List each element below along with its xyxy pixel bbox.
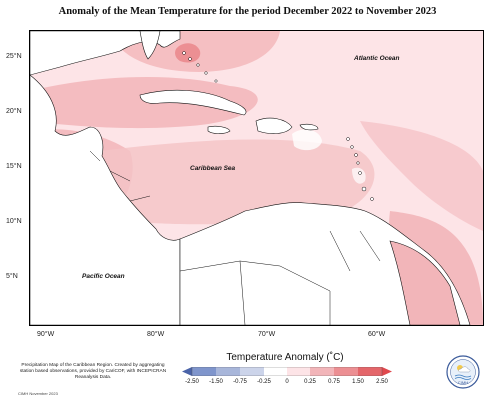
legend-color-bar <box>182 367 392 376</box>
legend-tick: -0.75 <box>233 379 247 385</box>
land-mexico-central <box>30 74 181 325</box>
map-canvas <box>30 31 483 325</box>
caribbean-sea-label: Caribbean Sea <box>190 165 236 172</box>
legend-tick: 1.50 <box>352 379 364 385</box>
legend-swatch-1 <box>192 367 216 376</box>
legend-swatch-5 <box>287 367 310 376</box>
legend-tick: -1.50 <box>209 379 223 385</box>
anomaly-zone-gulf <box>30 76 258 129</box>
legend-swatch-6 <box>310 367 334 376</box>
legend-swatch-7 <box>334 367 358 376</box>
lon-label-90w: 90°W <box>37 331 55 338</box>
anomaly-zone-bahamas-hot <box>175 43 201 63</box>
legend-swatch-2 <box>216 367 240 376</box>
anomaly-zone-east <box>360 121 483 231</box>
lat-label-10n: 10°N <box>6 218 22 225</box>
legend-tick: -0.25 <box>257 379 271 385</box>
legend-tick: 2.50 <box>376 379 388 385</box>
land-hispaniola <box>255 117 293 134</box>
legend-tick: -2.50 <box>185 379 199 385</box>
land-florida <box>139 31 161 60</box>
lon-label-60w: 60°W <box>368 331 386 338</box>
anomaly-zone-neutral-antilles <box>352 167 366 184</box>
legend-tick-labels: -2.50 -1.50 -0.75 -0.25 0 0.25 0.75 1.50… <box>182 379 392 389</box>
legend-swatch-4 <box>264 367 287 376</box>
land-cuba <box>139 89 247 116</box>
temperature-anomaly-map <box>29 30 484 326</box>
legend-swatch-8 <box>358 367 382 376</box>
lon-label-80w: 80°W <box>147 331 165 338</box>
legend-arrow-right <box>382 367 392 376</box>
legend-arrow-left <box>182 367 192 376</box>
legend-swatch-3 <box>240 367 264 376</box>
lat-label-15n: 15°N <box>6 163 22 170</box>
land-south-america <box>179 202 471 325</box>
lon-label-70w: 70°W <box>258 331 276 338</box>
lat-label-5n: 5°N <box>6 273 18 280</box>
land-guianas-shaded <box>389 240 461 325</box>
credit-date: CIMH November 2023 <box>18 391 58 396</box>
map-title: Anomaly of the Mean Temperature for the … <box>58 6 437 17</box>
lesser-antilles-islands <box>346 137 374 201</box>
cimh-logo-icon: CIMH <box>446 355 480 389</box>
logo-label: CIMH <box>458 380 468 385</box>
lat-label-20n: 20°N <box>6 108 22 115</box>
legend-tick: 0.75 <box>328 379 340 385</box>
credit-text: Precipitation Map of the Caribbean Regio… <box>19 363 167 380</box>
land-puerto-rico <box>299 123 319 131</box>
bahamas-islands <box>182 51 218 83</box>
legend-tick: 0.25 <box>304 379 316 385</box>
pacific-ocean-label: Pacific Ocean <box>82 273 125 280</box>
land-jamaica <box>207 125 231 134</box>
atlantic-ocean-label: Atlantic Ocean <box>354 55 400 62</box>
country-borders <box>89 150 381 325</box>
anomaly-zone-neutral-puertorico <box>292 129 322 151</box>
legend-tick: 0 <box>285 379 289 385</box>
lat-label-25n: 25°N <box>6 53 22 60</box>
legend-title: Temperature Anomaly (˚C) <box>226 352 344 363</box>
